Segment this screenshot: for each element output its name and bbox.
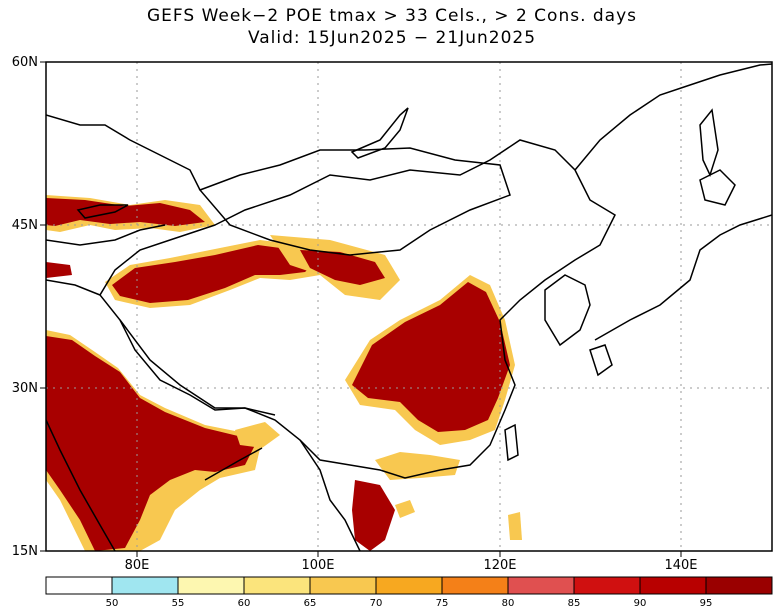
bay-of-bengal [204, 447, 263, 481]
lat-label-60n: 60N [12, 55, 38, 70]
colorbar-label: 70 [370, 598, 383, 609]
shading-hainan [395, 500, 415, 518]
mongolia-border [198, 147, 511, 256]
lat-label-15n: 15N [12, 544, 38, 559]
colorbar-swatch [375, 576, 443, 595]
lat-label-45n: 45N [12, 218, 38, 233]
map-title-line2: Valid: 15Jun2025 − 21Jun2025 [247, 28, 537, 48]
kazakh-border [46, 114, 201, 191]
colorbar-swatch [639, 576, 707, 595]
lat-label-30n: 30N [12, 381, 38, 396]
colorbar-swatch [45, 576, 113, 595]
colorbar-label: 95 [700, 598, 713, 609]
colorbar-label: 50 [106, 598, 119, 609]
lon-label-140e: 140E [664, 558, 697, 573]
colorbar-label: 75 [436, 598, 449, 609]
colorbar-label: 55 [172, 598, 185, 609]
colorbar-label: 85 [568, 598, 581, 609]
colorbar-swatch [111, 576, 179, 595]
colorbar-label: 90 [634, 598, 647, 609]
shading-luzon [508, 512, 522, 540]
lake-baikal [350, 107, 409, 159]
russia-coast [574, 63, 772, 171]
colorbar-label: 80 [502, 598, 515, 609]
colorbar-swatch [441, 576, 509, 595]
colorbar-swatch [573, 576, 641, 595]
taiwan [504, 423, 519, 462]
colorbar-label: 60 [238, 598, 251, 609]
india-coast [46, 419, 116, 551]
japan-honshu [594, 214, 772, 341]
china-outline [99, 139, 616, 479]
sakhalin [699, 108, 719, 178]
himalaya-border [119, 319, 276, 416]
shading-tarim-core [112, 245, 320, 303]
colorbar: 50 55 60 65 70 75 80 85 90 95 [45, 576, 773, 609]
map-title-line1: GEFS Week−2 POE tmax > 33 Cels., > 2 Con… [146, 6, 638, 26]
central-asia-border [46, 224, 166, 296]
shading-gobi-core [300, 250, 385, 285]
map-frame [45, 61, 773, 552]
shading-india-core [46, 336, 255, 551]
colorbar-label: 65 [304, 598, 317, 609]
probability-shading [46, 195, 522, 551]
shading-north-china-core [352, 282, 510, 432]
shading-west-edge [46, 262, 72, 278]
indochina-coast [299, 439, 361, 551]
colorbar-swatch [309, 576, 377, 595]
tick-marks [40, 61, 682, 557]
colorbar-swatch [243, 576, 311, 595]
coastlines-borders [46, 63, 772, 551]
lake-balkhash [76, 204, 129, 219]
lon-label-80e: 80E [125, 558, 150, 573]
shading-myanmar [235, 422, 280, 448]
japan-hokkaido [699, 169, 736, 206]
korea [544, 274, 591, 347]
lon-label-120e: 120E [483, 558, 516, 573]
shading-northwest-core [46, 198, 205, 226]
grid-lines [46, 62, 772, 551]
colorbar-swatch [177, 576, 245, 595]
lon-label-100e: 100E [301, 558, 334, 573]
shading-south-china [375, 452, 460, 480]
colorbar-swatch [507, 576, 575, 595]
colorbar-swatch [705, 576, 773, 595]
shading-indochina [352, 480, 395, 551]
japan-kyushu [589, 344, 613, 377]
